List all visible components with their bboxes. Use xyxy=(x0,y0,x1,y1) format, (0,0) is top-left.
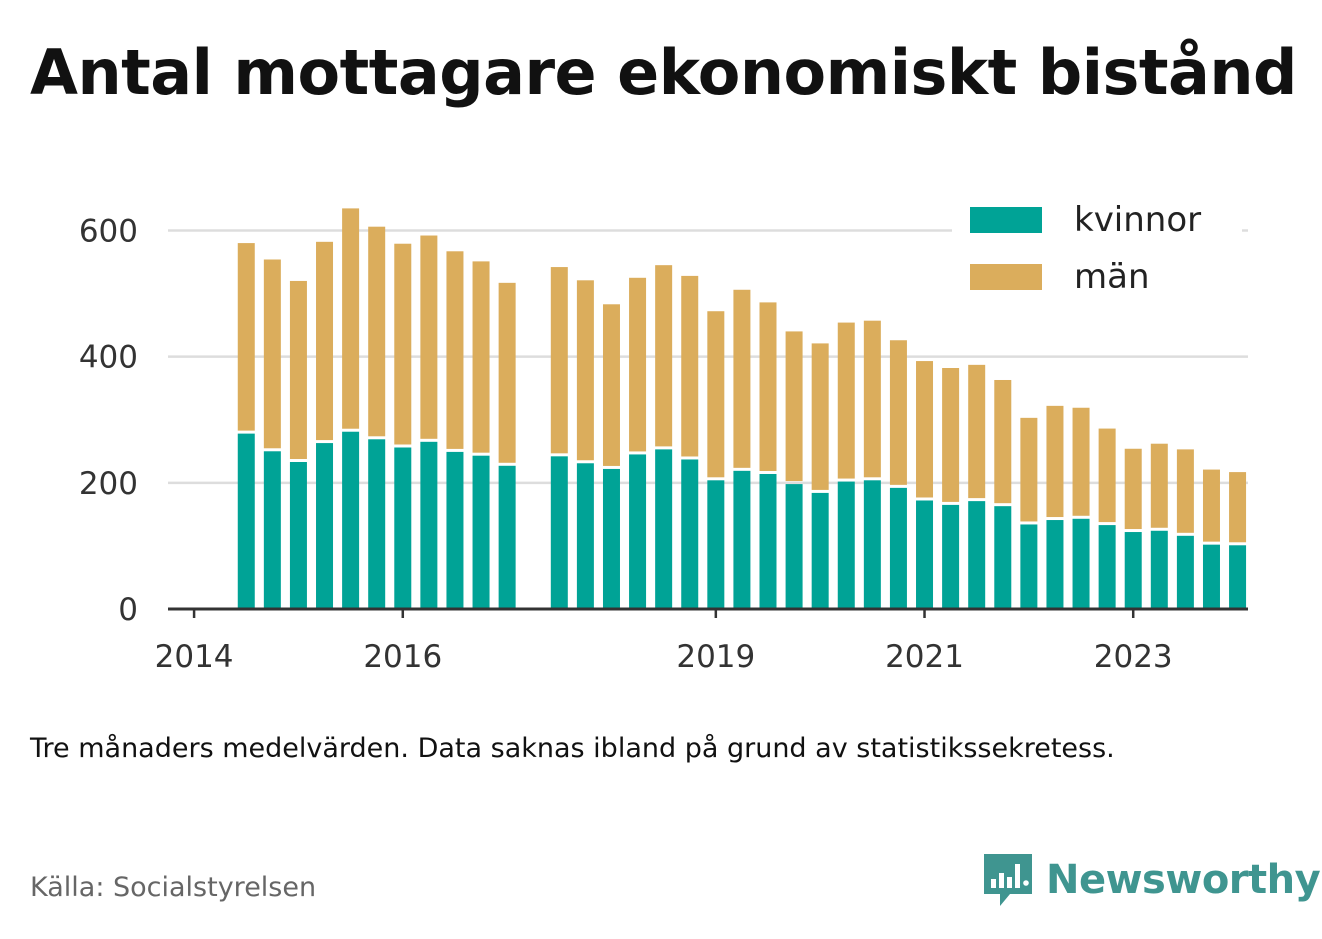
x-tick-label: 2019 xyxy=(676,639,755,675)
y-tick-label: 0 xyxy=(118,592,138,628)
bar-kvinnor xyxy=(1072,518,1090,609)
bar-kvinnor xyxy=(889,487,907,609)
bar-kvinnor xyxy=(759,473,777,609)
bar-man xyxy=(1176,449,1194,533)
bar-man xyxy=(237,243,255,431)
bar-man xyxy=(655,265,673,447)
bar-man xyxy=(1124,448,1142,530)
bar-man xyxy=(1046,405,1064,518)
x-tick-label: 2021 xyxy=(885,639,964,675)
legend-label-man: män xyxy=(1074,257,1150,297)
bar-man xyxy=(733,289,751,468)
bar-kvinnor xyxy=(837,481,855,609)
bar-man xyxy=(1229,472,1247,543)
bar-man xyxy=(863,320,881,478)
x-tick-label: 2016 xyxy=(363,639,442,675)
bar-man xyxy=(289,280,307,460)
bar-kvinnor xyxy=(707,480,725,609)
bar-man xyxy=(1202,469,1220,542)
y-tick-label: 200 xyxy=(79,466,138,502)
bar-man xyxy=(837,322,855,479)
bar-kvinnor xyxy=(1202,544,1220,609)
bar-man xyxy=(316,241,334,441)
bar-man xyxy=(629,277,647,452)
bar-kvinnor xyxy=(394,447,412,609)
bar-kvinnor xyxy=(368,439,386,609)
bar-man xyxy=(263,259,281,449)
legend-label-kvinnor: kvinnor xyxy=(1074,200,1201,240)
source-label: Källa: Socialstyrelsen xyxy=(30,872,317,903)
bar-kvinnor xyxy=(1046,520,1064,609)
y-tick-label: 400 xyxy=(79,340,138,376)
bar-man xyxy=(916,361,934,498)
bar-kvinnor xyxy=(1124,532,1142,609)
bar-kvinnor xyxy=(942,504,960,609)
bar-man xyxy=(446,251,464,449)
bar-kvinnor xyxy=(1150,530,1168,609)
bar-kvinnor xyxy=(420,441,438,609)
bars xyxy=(237,208,1247,609)
x-tick-label: 2023 xyxy=(1094,639,1173,675)
bar-kvinnor xyxy=(472,455,490,609)
bar-kvinnor xyxy=(916,500,934,609)
bar-kvinnor xyxy=(446,451,464,609)
bar-man xyxy=(602,304,620,466)
bar-man xyxy=(550,267,568,454)
bar-man xyxy=(785,331,803,482)
bar-kvinnor xyxy=(994,506,1012,609)
bar-kvinnor xyxy=(681,459,699,609)
chart-title: Antal mottagare ekonomiskt bistånd xyxy=(30,36,1297,109)
bar-kvinnor xyxy=(655,449,673,609)
legend: kvinnor män xyxy=(952,194,1242,309)
bar-kvinnor xyxy=(576,463,594,609)
bar-man xyxy=(1020,417,1038,522)
brand-name: Newsworthy xyxy=(1046,857,1321,903)
bar-man xyxy=(1098,428,1116,523)
bar-kvinnor xyxy=(863,480,881,609)
bar-kvinnor xyxy=(316,443,334,609)
bar-man xyxy=(394,243,412,445)
bar-kvinnor xyxy=(1020,524,1038,609)
bar-kvinnor xyxy=(498,465,516,609)
bar-kvinnor xyxy=(785,484,803,609)
bar-kvinnor xyxy=(237,433,255,609)
bar-man xyxy=(681,275,699,457)
newsworthy-logo[interactable]: Newsworthy xyxy=(980,850,1321,910)
bar-kvinnor xyxy=(263,451,281,609)
bar-man xyxy=(968,364,986,499)
bar-man xyxy=(342,208,360,429)
bar-man xyxy=(576,280,594,461)
bar-kvinnor xyxy=(1098,525,1116,609)
bar-man xyxy=(994,379,1012,504)
y-tick-label: 600 xyxy=(79,213,138,249)
bar-kvinnor xyxy=(1229,545,1247,609)
bar-man xyxy=(368,226,386,437)
bar-man xyxy=(942,368,960,502)
chart-note: Tre månaders medelvärden. Data saknas ib… xyxy=(30,733,1115,764)
bar-kvinnor xyxy=(602,468,620,609)
bar-man xyxy=(498,282,516,463)
legend-swatch-kvinnor xyxy=(970,207,1042,233)
bar-kvinnor xyxy=(733,470,751,609)
axes: 0 200 400 600 2014 2016 2019 2021 2023 xyxy=(79,213,1248,675)
bar-man xyxy=(759,302,777,471)
bar-man xyxy=(1072,407,1090,516)
bar-man xyxy=(707,311,725,478)
legend-swatch-man xyxy=(970,264,1042,290)
bar-man xyxy=(472,261,490,453)
bar-kvinnor xyxy=(342,431,360,609)
bar-kvinnor xyxy=(968,501,986,609)
bar-kvinnor xyxy=(550,456,568,609)
bar-man xyxy=(1150,443,1168,528)
bar-man xyxy=(420,235,438,439)
bar-kvinnor xyxy=(629,454,647,609)
bar-man xyxy=(811,343,829,490)
bar-man xyxy=(889,340,907,485)
bar-kvinnor xyxy=(1176,535,1194,609)
x-tick-label: 2014 xyxy=(155,639,234,675)
bar-kvinnor xyxy=(811,492,829,609)
newsworthy-logo-icon xyxy=(984,854,1032,906)
bar-kvinnor xyxy=(289,462,307,609)
